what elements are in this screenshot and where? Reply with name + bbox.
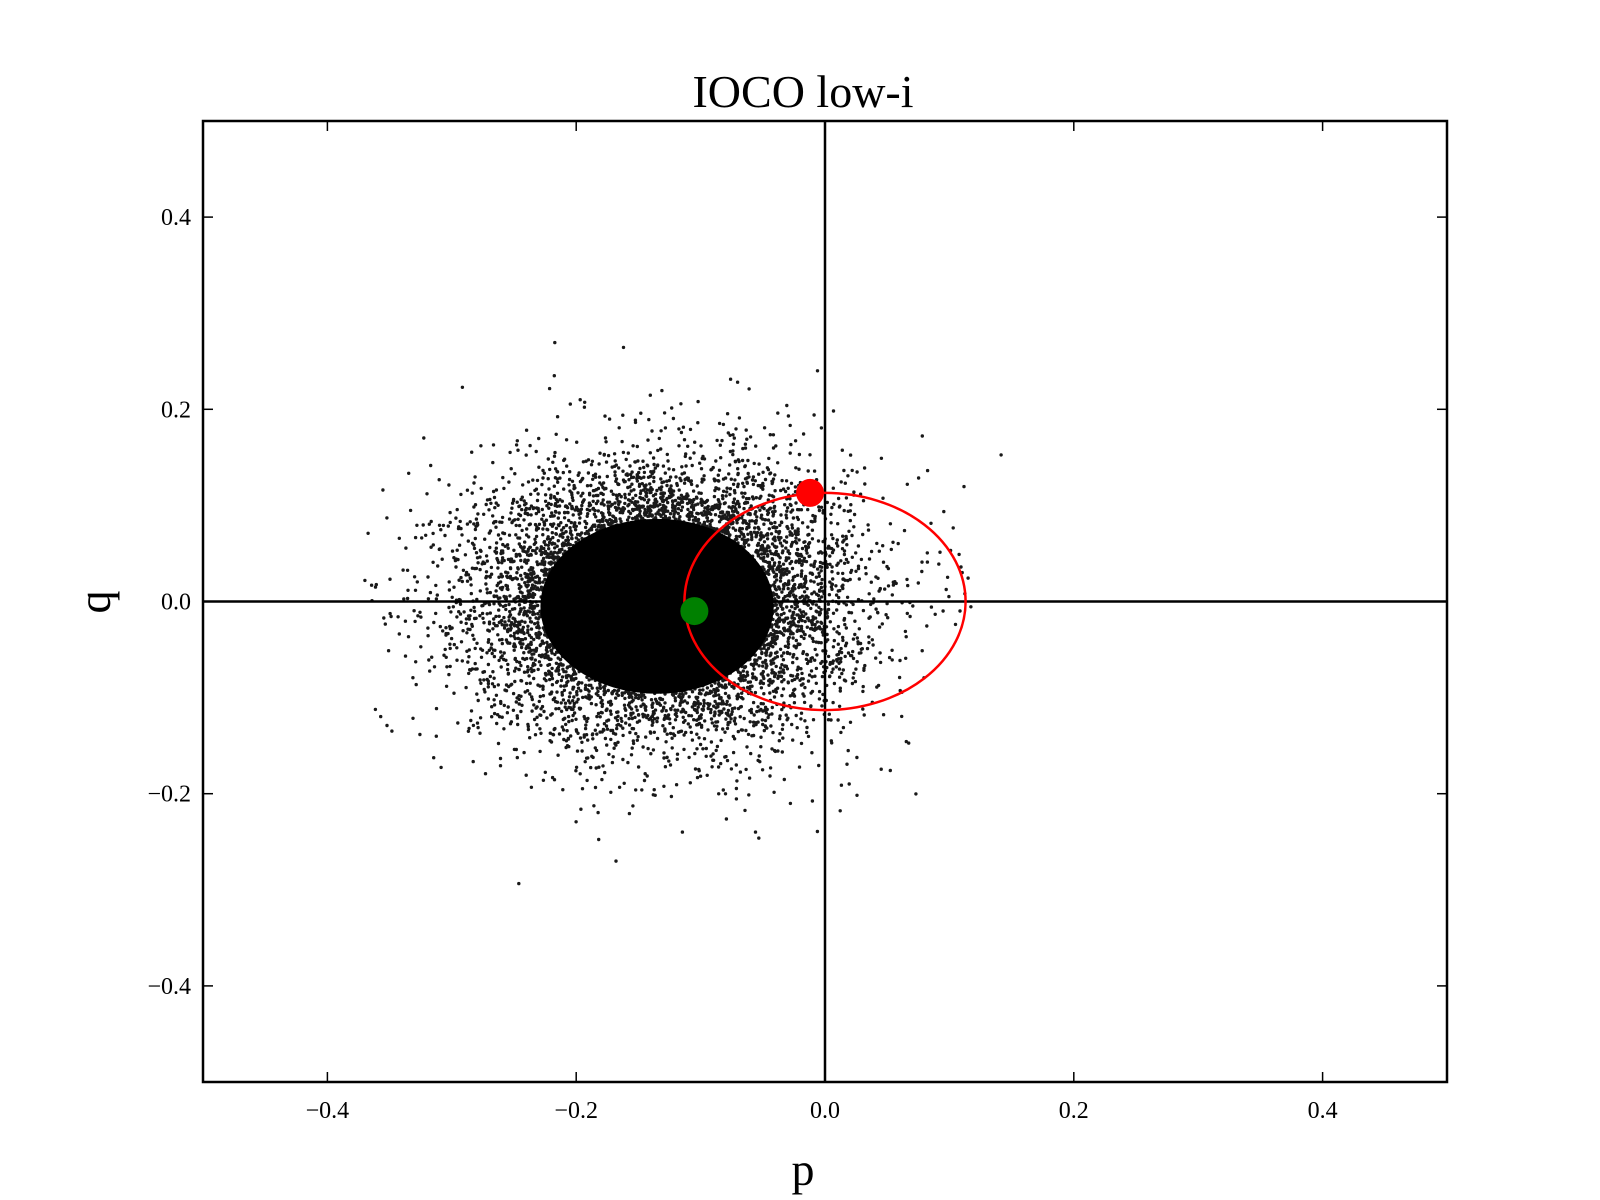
y-axis-label: q [69, 591, 120, 614]
y-tick-label: 0.0 [161, 590, 191, 616]
green-marker [680, 597, 709, 626]
x-axis-label: p [792, 1144, 815, 1195]
y-tick-label: −0.2 [147, 782, 191, 808]
plot-area: −0.4 −0.2 0.0 0.2 0.4 −0.4 −0.2 0.0 0.2 0.4 [147, 119, 1449, 1124]
x-tick-label: 0.4 [1308, 1098, 1338, 1124]
scatter-core [540, 518, 774, 694]
x-tick-label: −0.2 [554, 1098, 598, 1124]
y-tick-label: 0.4 [161, 205, 191, 231]
x-tick-label: −0.4 [306, 1098, 350, 1124]
y-tick-label: 0.2 [161, 397, 191, 423]
chart-title: IOCO low-i [692, 66, 913, 117]
x-tick-label: 0.2 [1059, 1098, 1089, 1124]
y-tick-label: −0.4 [147, 974, 191, 1000]
x-tick-label: 0.0 [810, 1098, 840, 1124]
red-marker [796, 478, 825, 507]
